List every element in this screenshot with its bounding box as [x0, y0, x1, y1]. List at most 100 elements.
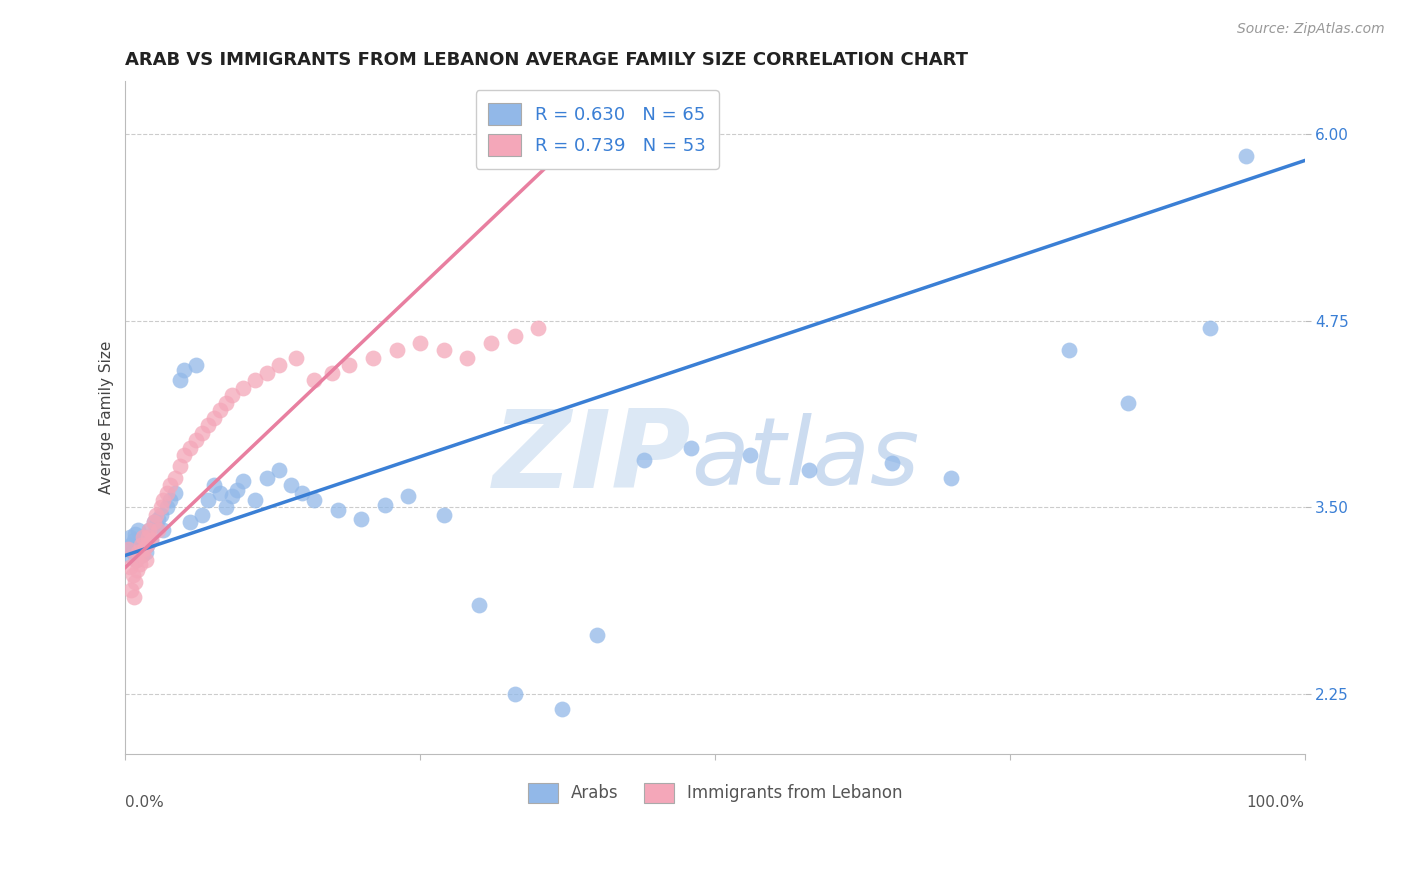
Point [149, 500, 172, 515]
Point [152, 523, 174, 537]
Text: ARAB VS IMMIGRANTS FROM LEBANON AVERAGE FAMILY SIZE CORRELATION CHART: ARAB VS IMMIGRANTS FROM LEBANON AVERAGE … [125, 51, 969, 69]
Point [127, 545, 149, 559]
Point [159, 478, 181, 492]
Point [433, 508, 456, 522]
Point [134, 553, 156, 567]
Point [132, 538, 155, 552]
Point [134, 545, 156, 559]
Point [433, 343, 456, 358]
Point [134, 542, 156, 557]
Point [321, 366, 343, 380]
Point [1116, 396, 1139, 410]
Point [129, 542, 152, 557]
Point [142, 516, 165, 530]
Point [468, 598, 491, 612]
Point [243, 493, 266, 508]
Point [232, 381, 254, 395]
Point [117, 542, 139, 557]
Point [256, 470, 278, 484]
Point [479, 336, 502, 351]
Point [138, 523, 160, 537]
Point [169, 373, 191, 387]
Point [173, 363, 195, 377]
Point [215, 396, 238, 410]
Point [129, 538, 152, 552]
Point [256, 366, 278, 380]
Point [197, 418, 219, 433]
Point [145, 508, 167, 522]
Point [131, 549, 153, 563]
Point [135, 538, 157, 552]
Point [120, 538, 142, 552]
Point [159, 493, 181, 508]
Point [124, 527, 146, 541]
Point [586, 627, 609, 641]
Point [173, 448, 195, 462]
Point [179, 516, 201, 530]
Point [939, 470, 962, 484]
Point [243, 373, 266, 387]
Point [186, 434, 208, 448]
Text: Source: ZipAtlas.com: Source: ZipAtlas.com [1237, 22, 1385, 37]
Point [350, 512, 373, 526]
Point [156, 485, 179, 500]
Point [226, 483, 249, 497]
Point [138, 523, 160, 537]
Point [136, 530, 159, 544]
Point [163, 470, 186, 484]
Point [681, 441, 703, 455]
Point [124, 575, 146, 590]
Point [148, 523, 170, 537]
Point [141, 533, 163, 548]
Point [527, 321, 550, 335]
Point [125, 553, 148, 567]
Point [740, 448, 762, 462]
Point [128, 533, 150, 548]
Point [267, 359, 290, 373]
Point [285, 351, 308, 365]
Point [503, 687, 526, 701]
Point [326, 503, 349, 517]
Point [799, 463, 821, 477]
Point [152, 493, 174, 508]
Point [169, 458, 191, 473]
Point [208, 485, 231, 500]
Point [179, 441, 201, 455]
Point [117, 542, 139, 557]
Point [135, 538, 157, 552]
Point [208, 403, 231, 417]
Point [361, 351, 384, 365]
Point [1199, 321, 1222, 335]
Text: atlas: atlas [692, 413, 920, 504]
Point [267, 463, 290, 477]
Point [120, 560, 142, 574]
Point [125, 553, 148, 567]
Point [221, 489, 243, 503]
Point [398, 489, 420, 503]
Point [456, 351, 478, 365]
Point [127, 545, 149, 559]
Point [191, 425, 214, 440]
Point [202, 410, 225, 425]
Point [120, 530, 142, 544]
Point [1234, 149, 1257, 163]
Point [122, 533, 145, 548]
Text: 0.0%: 0.0% [125, 795, 165, 810]
Legend: Arabs, Immigrants from Lebanon: Arabs, Immigrants from Lebanon [517, 772, 912, 814]
Point [374, 498, 396, 512]
Point [551, 702, 574, 716]
Point [302, 373, 325, 387]
Point [280, 478, 302, 492]
Point [302, 493, 325, 508]
Point [142, 516, 165, 530]
Point [215, 500, 238, 515]
Point [221, 388, 243, 402]
Point [120, 582, 142, 597]
Point [121, 567, 143, 582]
Point [149, 508, 172, 522]
Point [141, 533, 163, 548]
Point [191, 508, 214, 522]
Text: 100.0%: 100.0% [1247, 795, 1305, 810]
Point [163, 485, 186, 500]
Point [128, 558, 150, 572]
